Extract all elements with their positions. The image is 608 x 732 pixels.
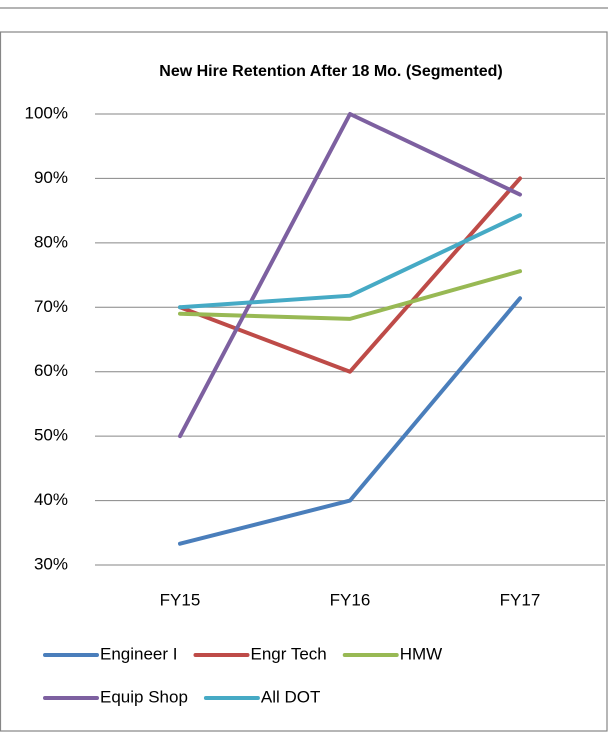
- x-tick-label: FY16: [330, 590, 371, 609]
- legend-label: Equip Shop: [100, 687, 188, 706]
- series-line: [178, 269, 522, 321]
- chart-frame: [0, 31, 608, 732]
- y-tick-label: 70%: [34, 297, 68, 316]
- legend-label: Engr Tech: [251, 644, 327, 663]
- y-tick-label: 90%: [34, 168, 68, 187]
- series-line: [178, 112, 522, 439]
- series-line: [178, 213, 522, 310]
- legend-label: All DOT: [261, 687, 321, 706]
- y-tick-label: 60%: [34, 361, 68, 380]
- y-tick-label: 50%: [34, 426, 68, 445]
- chart-title: New Hire Retention After 18 Mo. (Segment…: [159, 63, 502, 80]
- y-tick-label: 40%: [34, 490, 68, 509]
- series-line: [178, 296, 522, 546]
- y-tick-label: 80%: [34, 232, 68, 251]
- legend-label: Engineer I: [100, 644, 178, 663]
- y-tick-label: 100%: [25, 103, 68, 122]
- x-tick-label: FY17: [500, 590, 541, 609]
- legend-label: HMW: [400, 644, 442, 663]
- x-tick-label: FY15: [160, 590, 201, 609]
- y-tick-label: 30%: [34, 554, 68, 573]
